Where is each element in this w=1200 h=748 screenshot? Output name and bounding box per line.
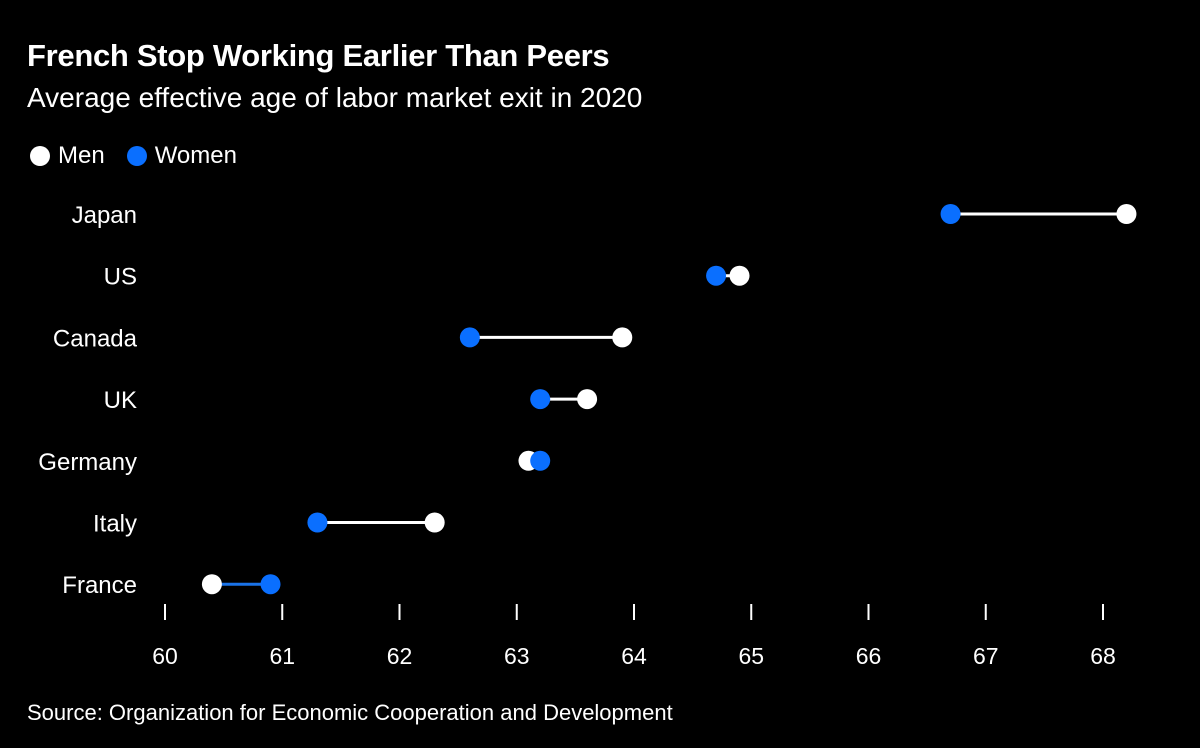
category-label-us: US [104,264,137,291]
legend-item-men: Men [30,142,105,170]
women-dot-germany [530,450,551,471]
legend-item-women: Women [126,142,237,170]
women-dot-france [260,574,281,595]
source-note: Source: Organization for Economic Cooper… [27,700,673,725]
x-tick-label-66: 66 [856,643,882,669]
women-dot-japan [940,204,961,224]
x-tick-label-67: 67 [973,643,999,669]
category-label-canada: Canada [53,325,138,352]
women-dot-canada [459,327,480,348]
legend-label-men: Men [58,142,105,169]
x-tick-label-61: 61 [269,643,295,669]
category-label-uk: UK [104,387,137,414]
x-tick-label-64: 64 [621,643,647,669]
x-tick-label-62: 62 [387,643,413,669]
legend-marker-men [30,146,50,166]
women-dot-us [706,265,727,286]
category-label-italy: Italy [93,511,137,538]
category-label-germany: Germany [38,449,137,476]
men-dot-france [201,574,222,595]
chart-legend: Men Women [30,142,259,170]
men-dot-italy [424,512,445,533]
legend-label-women: Women [154,142,237,169]
women-dot-uk [530,389,551,410]
legend-marker-women [126,146,147,166]
men-dot-uk [577,389,598,410]
x-tick-label-68: 68 [1090,643,1116,669]
men-dot-us [729,265,750,286]
men-dot-japan [1116,204,1137,224]
chart-title: French Stop Working Earlier Than Peers [27,38,610,73]
women-dot-italy [307,512,328,533]
x-tick-label-60: 60 [152,643,178,669]
chart-subtitle: Average effective age of labor market ex… [27,82,643,113]
x-tick-label-63: 63 [504,643,530,669]
category-label-france: France [62,572,137,599]
category-label-japan: Japan [72,202,137,229]
men-dot-canada [612,327,633,348]
x-tick-label-65: 65 [738,643,764,669]
